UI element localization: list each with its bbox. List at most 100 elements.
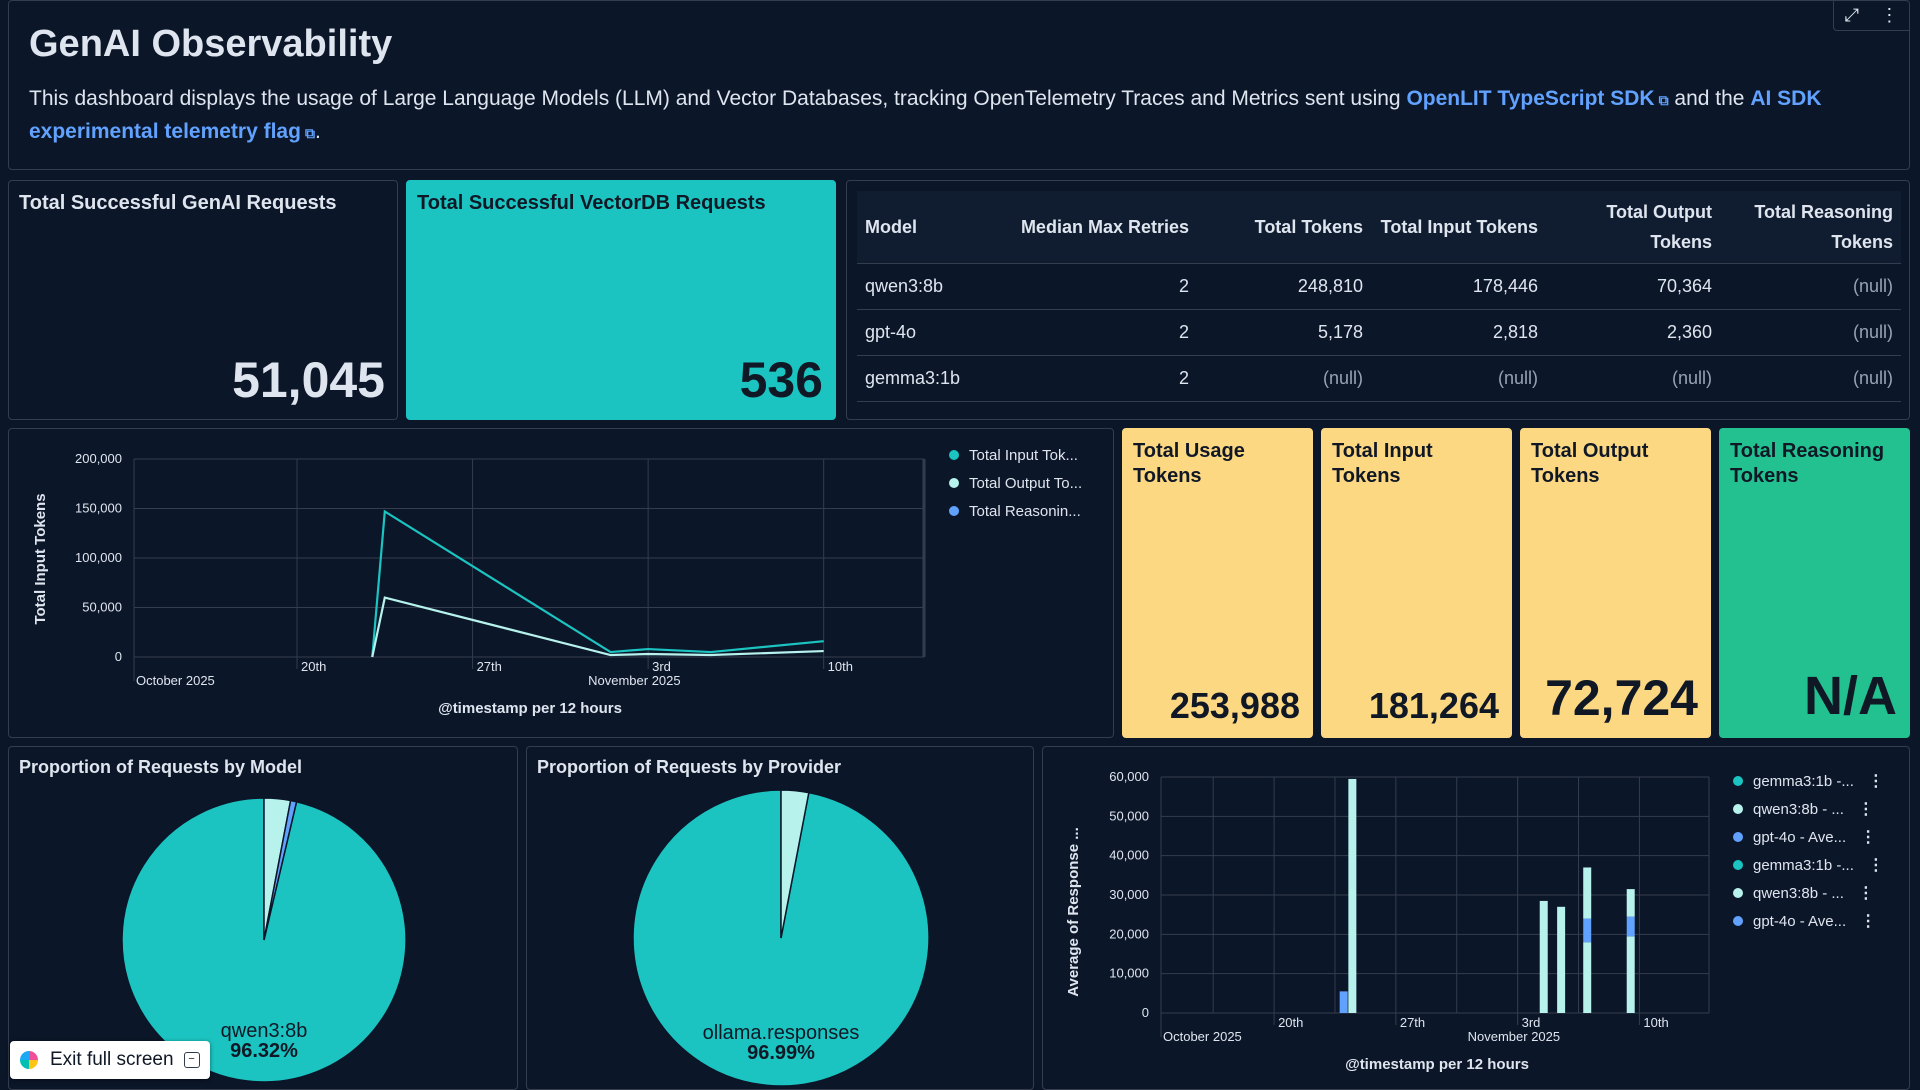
table-cell: 2 [1007, 355, 1197, 402]
column-header-total-output-tokens[interactable]: Total Output Tokens [1546, 191, 1720, 264]
legend-item[interactable]: gemma3:1b -... ⋮ [1733, 851, 1884, 879]
model-tokens-table-panel: Model Median Max Retries Total Tokens To… [846, 180, 1910, 420]
more-options-icon[interactable]: ⋮ [1857, 885, 1874, 902]
response-bar-chart: 0 10,000 20,000 30,000 40,000 50,000 60,000 20… [1065, 769, 1710, 1073]
reasoning-tokens-metric[interactable]: Total Reasoning Tokens N/A [1719, 428, 1910, 738]
bar-segment [1626, 936, 1635, 1013]
metric-value: 536 [739, 352, 823, 408]
legend-item[interactable]: gemma3:1b -... ⋮ [1733, 767, 1884, 795]
bar-segment [1339, 991, 1348, 1013]
legend-label: qwen3:8b - ... [1753, 884, 1844, 902]
table-cell: 2,818 [1371, 309, 1546, 356]
table-row: qwen3:8b 2 248,810 178,446 70,364 (null) [857, 263, 1901, 310]
more-options-icon[interactable]: ⋮ [1857, 801, 1874, 818]
table-cell: (null) [1720, 263, 1901, 310]
legend-label: Total Output To... [969, 474, 1083, 492]
table-cell: 2 [1007, 309, 1197, 356]
table-cell: (null) [1720, 309, 1901, 356]
openlit-sdk-link-text: OpenLIT TypeScript SDK [1406, 87, 1655, 110]
more-options-icon[interactable]: ⋮ [1860, 829, 1877, 846]
metric-value: 181,264 [1368, 685, 1499, 726]
table-header-row: Model Median Max Retries Total Tokens To… [857, 191, 1901, 264]
output-tokens-metric[interactable]: Total Output Tokens 72,724 [1520, 428, 1711, 738]
ai-sdk-link[interactable]: AI SDK experimental telemetry flag ⧉ [29, 87, 1822, 143]
x-sublabel: November 2025 [1468, 1029, 1561, 1044]
legend-item[interactable]: Total Input Tok... [949, 441, 1082, 469]
openlit-sdk-link[interactable]: OpenLIT TypeScript SDK ⧉ [1406, 87, 1668, 110]
bar-segment [1557, 906, 1566, 1013]
y-tick-label: 40,000 [1109, 848, 1149, 863]
pie-slice [263, 799, 298, 941]
legend-label: gpt-4o - Ave... [1753, 828, 1847, 846]
x-tick-label: 3rd [1522, 1015, 1541, 1030]
table-cell: 178,446 [1371, 263, 1546, 310]
metric-value: 51,045 [232, 352, 385, 408]
x-axis-title: @timestamp per 12 hours [438, 700, 622, 717]
x-axis: 20th 27th 3rd 10th October 2025 November 2025 [1163, 1015, 1669, 1044]
table-cell: 2,360 [1546, 309, 1720, 356]
token-usage-line-chart-panel: 0 50,000 100,000 150,000 200,000 20th 27th 3rd… [8, 428, 1114, 738]
y-tick-label: 150,000 [75, 501, 122, 516]
slice-label: qwen3:8b [221, 1020, 308, 1042]
chart-legend: Total Input Tok... Total Output To... Tota… [949, 441, 1082, 525]
table-cell: (null) [1371, 355, 1546, 402]
slice-label: ollama.responses [703, 1022, 860, 1044]
x-tick-label: 3rd [652, 659, 671, 674]
legend-item[interactable]: gpt-4o - Ave... ⋮ [1733, 823, 1884, 851]
metric-title: Total Successful GenAI Requests [19, 192, 337, 214]
more-options-icon[interactable]: ⋮ [1880, 5, 1899, 25]
genai-requests-metric[interactable]: Total Successful GenAI Requests 51,045 [8, 180, 398, 420]
description-text: and the [1668, 87, 1751, 110]
legend-label: gpt-4o - Ave... [1753, 912, 1847, 930]
vectordb-requests-metric[interactable]: Total Successful VectorDB Requests 536 [406, 180, 836, 420]
legend-swatch [1733, 776, 1743, 786]
table-cell: (null) [1720, 355, 1901, 402]
pie-slice [780, 789, 810, 939]
x-axis: 20th 27th 3rd 10th October 2025 November 2025 [136, 659, 853, 688]
input-tokens-metric[interactable]: Total Input Tokens 181,264 [1321, 428, 1512, 738]
legend-item[interactable]: gpt-4o - Ave... ⋮ [1733, 907, 1884, 935]
more-options-icon[interactable]: ⋮ [1867, 857, 1884, 874]
bar-segment [1583, 867, 1592, 919]
legend-label: Total Input Tok... [969, 446, 1078, 464]
metric-title: Total Successful VectorDB Requests [417, 192, 766, 214]
maximize-icon[interactable]: ⤢ [1844, 5, 1860, 25]
legend-item[interactable]: qwen3:8b - ... ⋮ [1733, 879, 1884, 907]
usage-tokens-metric[interactable]: Total Usage Tokens 253,988 [1122, 428, 1313, 738]
more-options-icon[interactable]: ⋮ [1860, 913, 1877, 930]
column-header-model[interactable]: Model [857, 191, 1007, 264]
exit-fullscreen-button[interactable]: Exit full screen − [10, 1041, 210, 1079]
minimize-icon: − [183, 1052, 200, 1068]
more-options-icon[interactable]: ⋮ [1867, 773, 1884, 790]
chart-title: Proportion of Requests by Model [19, 757, 303, 777]
legend-label: qwen3:8b - ... [1753, 800, 1844, 818]
external-link-icon: ⧉ [1658, 92, 1669, 108]
column-header-total-input-tokens[interactable]: Total Input Tokens [1371, 191, 1546, 264]
legend-swatch [949, 506, 959, 516]
column-header-median-retries[interactable]: Median Max Retries [1007, 191, 1197, 264]
metric-title: Total Output Tokens [1531, 440, 1649, 487]
column-header-total-tokens[interactable]: Total Tokens [1197, 191, 1371, 264]
series-line [371, 509, 824, 658]
description-text: This dashboard displays the usage of Lar… [29, 87, 1407, 110]
y-tick-label: 0 [115, 649, 122, 664]
y-tick-label: 100,000 [75, 550, 122, 565]
bar-segment [1626, 916, 1635, 937]
chart-series [1339, 778, 1635, 1013]
legend-item[interactable]: Total Reasonin... [949, 497, 1082, 525]
table-cell: (null) [1197, 355, 1371, 402]
metric-value: N/A [1804, 666, 1897, 726]
legend-item[interactable]: qwen3:8b - ... ⋮ [1733, 795, 1884, 823]
bar-segment [1626, 889, 1635, 917]
legend-item[interactable]: Total Output To... [949, 469, 1082, 497]
column-header-total-reasoning-tokens[interactable]: Total Reasoning Tokens [1720, 191, 1901, 264]
table-cell: qwen3:8b [857, 263, 1007, 310]
y-axis-title: Average of Response ... [1065, 827, 1082, 997]
y-tick-label: 20,000 [1109, 926, 1149, 941]
elastic-logo-icon [20, 1051, 38, 1069]
chart-series [371, 509, 824, 658]
x-sublabel: October 2025 [136, 673, 215, 688]
table-cell: (null) [1546, 355, 1720, 402]
